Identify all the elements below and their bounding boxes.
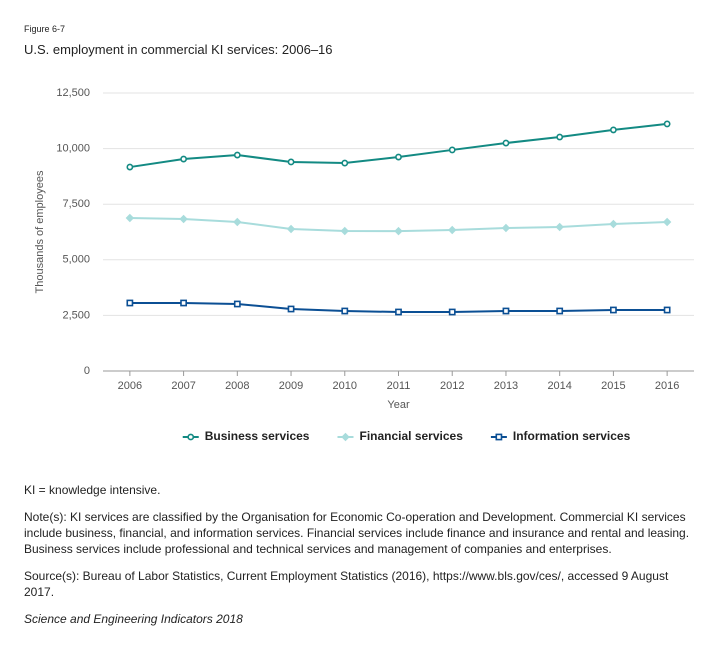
chart: 0 2,500 5,000 7,500 10,000 12,500 Thousands of… [34,87,694,443]
data-point [395,308,402,316]
y-tick-label: 2,500 [62,309,90,321]
x-tick-label: 2007 [171,380,195,392]
y-tick-label: 7,500 [62,198,90,210]
data-point [233,217,242,227]
data-point [179,214,188,224]
x-tick-label: 2015 [601,380,625,392]
legend-label: Financial services [359,429,463,443]
x-tick-label: 2008 [225,380,249,392]
notes: KI = knowledge intensive. Note(s): KI se… [24,482,694,638]
x-tick-label: 2010 [333,380,357,392]
data-point [662,217,672,227]
data-point [233,151,241,159]
y-tick-label: 12,500 [56,87,90,99]
y-axis-label: Thousands of employees [34,170,46,293]
chart-title: U.S. employment in commercial KI service… [24,42,333,57]
data-point [556,307,564,315]
note: Source(s): Bureau of Labor Statistics, C… [24,569,669,599]
figure-label: Figure 6-7 [24,24,66,34]
data-point [341,159,349,167]
legend-marker [495,433,503,441]
data-point [610,306,617,314]
data-point [394,226,403,236]
data-point [180,155,187,163]
data-point [610,126,617,134]
series-line [129,122,668,169]
data-point [663,120,671,128]
x-tick-label: 2006 [118,380,142,392]
data-point [125,213,135,223]
note: KI = knowledge intensive. [24,483,161,497]
y-tick-label: 10,000 [56,143,90,155]
data-point [556,133,564,141]
data-point [448,146,456,154]
x-tick-label: 2016 [655,380,679,392]
data-point [502,307,510,315]
data-point [180,299,187,307]
x-tick-label: 2011 [387,380,411,392]
citation: Science and Engineering Indicators 2018 [24,612,243,626]
x-tick-label: 2012 [440,380,464,392]
data-point [395,153,402,161]
data-point [502,139,510,147]
y-tick-label: 5,000 [62,254,90,266]
y-tick-label: 0 [84,365,90,377]
data-point [555,222,564,232]
data-point [287,305,295,313]
data-point [501,223,511,233]
data-point [341,307,349,315]
legend-label: Business services [205,429,310,443]
legend-marker [187,433,195,441]
data-point [609,219,618,229]
data-point [233,300,241,308]
data-point [126,299,134,307]
x-axis-label: Year [387,399,410,411]
data-point [448,225,457,235]
data-point [663,306,671,314]
legend-marker [341,432,350,442]
data-point [126,163,134,171]
note: Note(s): KI services are classified by t… [24,510,690,556]
data-point [286,224,296,234]
data-point [448,308,456,316]
data-point [340,226,349,236]
legend-label: Information services [513,429,631,443]
x-tick-label: 2013 [494,380,518,392]
x-tick-label: 2014 [547,380,571,392]
data-point [287,158,295,166]
x-tick-label: 2009 [279,380,303,392]
